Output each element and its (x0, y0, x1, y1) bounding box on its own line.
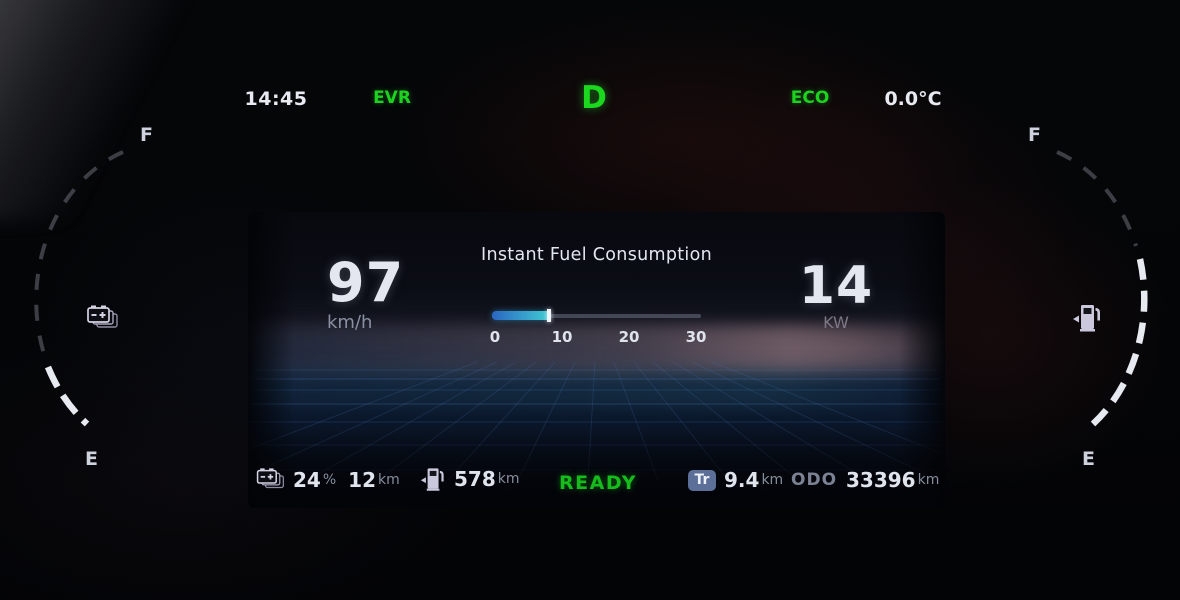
fuel-status: 578 km (420, 464, 520, 493)
bar-tick-30: 30 (685, 328, 707, 346)
odometer: ODO 33396 km (791, 468, 939, 492)
right-gauge-empty-label: E (1082, 448, 1095, 470)
right-gauge-full-label: F (1028, 124, 1041, 146)
trip-unit: km (761, 472, 784, 488)
power-unit: KW (823, 313, 849, 332)
battery-icon (87, 305, 118, 328)
battery-status: 24 % 12 km (254, 466, 400, 493)
battery-icon (254, 466, 286, 493)
clock: 14:45 (244, 88, 308, 110)
outside-temperature: 0.0°C (884, 88, 942, 110)
power-readout: 14 KW (790, 260, 882, 332)
fuel-consumption-bar-fill (492, 311, 548, 320)
fuel-consumption-bar-cursor (547, 309, 551, 322)
trip-badge: Tr (688, 469, 716, 491)
windshield-glare (0, 0, 220, 220)
trip-status: Tr 9.4 km (688, 468, 783, 492)
battery-percent-unit: % (322, 471, 337, 488)
fuel-pump-icon (420, 464, 447, 493)
odometer-value: 33396 (846, 468, 916, 492)
speed-unit: km/h (327, 312, 373, 333)
battery-range-unit: km (378, 471, 400, 488)
bar-tick-0: 0 (489, 328, 501, 346)
battery-range-value: 12 (348, 467, 376, 492)
fuel-range-value: 578 (454, 466, 496, 491)
odometer-unit: km (917, 472, 940, 488)
ready-indicator: READY (559, 472, 637, 494)
display-title: Instant Fuel Consumption (481, 245, 712, 265)
bar-tick-10: 10 (551, 328, 573, 346)
odometer-label: ODO (791, 470, 838, 490)
left-gauge-full-label: F (140, 124, 153, 146)
drive-mode-indicator: EVR (373, 88, 411, 108)
center-display: Instant Fuel Consumption 97 km/h 14 KW 0… (248, 212, 945, 508)
bar-tick-20: 20 (618, 328, 640, 346)
fuel-consumption-bar-track (492, 314, 701, 318)
fuel-range-unit: km (497, 470, 520, 487)
fuel-gauge-arc-dim (1056, 150, 1138, 247)
speed-value: 97 (327, 251, 405, 314)
power-value: 14 (798, 256, 874, 316)
gear-indicator: D (581, 80, 607, 116)
fuel-pump-icon (1073, 305, 1100, 332)
battery-gauge-arc-bright (44, 365, 90, 427)
eco-mode-indicator: ECO (790, 88, 830, 108)
battery-percent-value: 24 (293, 467, 321, 492)
trip-value: 9.4 (724, 468, 760, 492)
speed-readout: 97 km/h (327, 251, 405, 334)
fuel-gauge-arc-bright (1090, 258, 1148, 427)
left-gauge-empty-label: E (85, 448, 98, 470)
